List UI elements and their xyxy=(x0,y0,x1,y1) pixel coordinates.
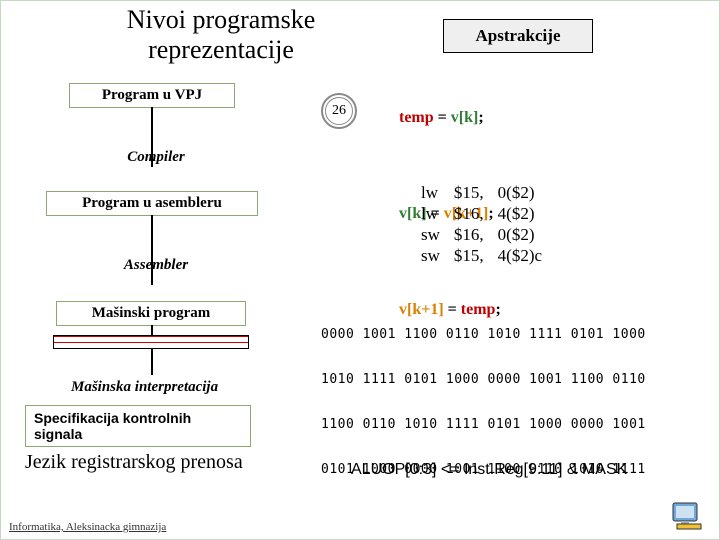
level-machine: Mašinski program xyxy=(56,301,246,326)
assembler-label: Assembler xyxy=(101,257,211,274)
asm-row: sw$15,4($2)c xyxy=(421,246,556,267)
brick-bar xyxy=(53,335,249,349)
abstraction-header: Apstrakcije xyxy=(443,19,593,53)
level-asm-label: Program u asembleru xyxy=(82,195,222,211)
slide-title: Nivoi programske reprezentacije xyxy=(81,5,361,65)
footer-text: Informatika, Aleksinacka gimnazija xyxy=(9,521,166,533)
rtl-expr: ALUOP[0:3] <= Inst.Reg[9:11] & MASK xyxy=(351,461,627,479)
asm-code: lw$15,0($2) lw$16,4($2) sw$16,0($2) sw$1… xyxy=(421,183,556,267)
asm-row: lw$16,4($2) xyxy=(421,204,556,225)
computer-icon xyxy=(671,501,705,531)
level-machine-label: Mašinski program xyxy=(92,305,210,321)
connector xyxy=(151,325,153,375)
level-spec-label: Specifikacija kontrolnih signala xyxy=(34,410,191,442)
asm-row: sw$16,0($2) xyxy=(421,225,556,246)
code-line: temp = v[k]; xyxy=(399,109,501,127)
bin-row: 0000 1001 1100 0110 1010 1111 0101 1000 xyxy=(321,327,646,342)
connector xyxy=(151,215,153,285)
bin-row: 1010 1111 0101 1000 0000 1001 1100 0110 xyxy=(321,372,646,387)
asm-row: lw$15,0($2) xyxy=(421,183,556,204)
level-asm: Program u asembleru xyxy=(46,191,258,216)
level-vpj: Program u VPJ xyxy=(69,83,235,108)
level-vpj-label: Program u VPJ xyxy=(102,87,202,103)
page-number-badge: 26 xyxy=(321,93,357,129)
level-rtl: Jezik registrarskog prenosa xyxy=(25,451,285,473)
interp-label: Mašinska interpretacija xyxy=(71,379,311,396)
slide: Nivoi programske reprezentacije Apstrakc… xyxy=(0,0,720,540)
page-number: 26 xyxy=(332,103,346,119)
bin-row: 1100 0110 1010 1111 0101 1000 0000 1001 xyxy=(321,417,646,432)
level-spec: Specifikacija kontrolnih signala xyxy=(25,405,251,447)
compiler-label: Compiler xyxy=(101,149,211,166)
